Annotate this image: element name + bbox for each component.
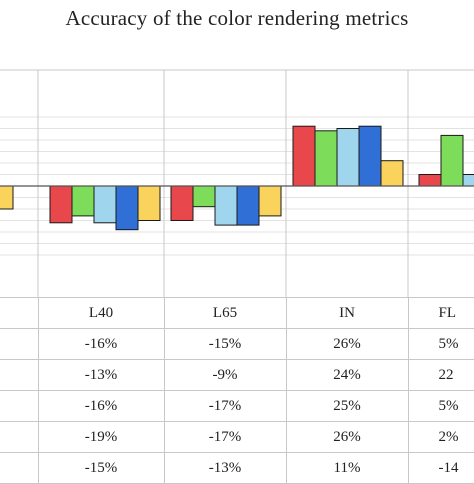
bar: [258, 185, 282, 217]
table-cell: -16%: [37, 390, 164, 422]
table-row: -19% -17% 26% 2%: [0, 421, 474, 453]
table-cell: -19%: [37, 421, 164, 453]
table-cell: -14: [407, 452, 474, 484]
table-header-row: L40 L65 IN FL: [0, 297, 474, 329]
table-cell: [0, 452, 38, 484]
table-row: -16% -17% 25% 5%: [0, 390, 474, 422]
chart-title: Accuracy of the color rendering metrics: [65, 6, 409, 30]
table-row: -15% -13% 11% -14: [0, 452, 474, 484]
table-cell: -15%: [37, 452, 164, 484]
table-row: -16% -15% 26% 5%: [0, 328, 474, 360]
table-cell: -17%: [163, 390, 286, 422]
bar: [192, 185, 216, 208]
table-cell: [0, 328, 38, 360]
bar: [236, 185, 260, 226]
table-cell: L40: [37, 297, 164, 329]
bar: [137, 185, 161, 221]
bar: [314, 130, 338, 187]
bar: [462, 174, 474, 187]
bar: [214, 185, 238, 226]
table-cell: [0, 390, 38, 422]
table-cell: 26%: [285, 328, 408, 360]
bar: [380, 160, 404, 187]
table-cell: 22: [407, 359, 474, 391]
table-cell: 26%: [285, 421, 408, 453]
bar: [440, 134, 464, 187]
bar: [418, 174, 442, 187]
table-cell: -17%: [163, 421, 286, 453]
table-cell: 24%: [285, 359, 408, 391]
table-cell: 25%: [285, 390, 408, 422]
bar: [170, 185, 194, 221]
table-cell: 11%: [285, 452, 408, 484]
bar: [49, 185, 73, 224]
table-cell: 5%: [407, 390, 474, 422]
table-cell: [0, 421, 38, 453]
bar: [115, 185, 139, 231]
data-table: L40 L65 IN FL -16% -15% 26% 5% -13% -9% …: [0, 297, 474, 484]
table-cell: -16%: [37, 328, 164, 360]
table-cell: -15%: [163, 328, 286, 360]
table-cell: FL: [407, 297, 474, 329]
bar: [336, 128, 360, 187]
bar: [93, 185, 117, 224]
table-cell: [0, 359, 38, 391]
table-cell: -13%: [37, 359, 164, 391]
table-cell: -9%: [163, 359, 286, 391]
bar: [358, 125, 382, 187]
table-cell: 2%: [407, 421, 474, 453]
table-cell: [0, 297, 38, 329]
bar-chart: [0, 69, 474, 297]
table-cell: L65: [163, 297, 286, 329]
bar: [292, 125, 316, 187]
bar: [0, 185, 14, 210]
table-cell: 5%: [407, 328, 474, 360]
table-row: -13% -9% 24% 22: [0, 359, 474, 391]
table-cell: -13%: [163, 452, 286, 484]
table-cell: IN: [285, 297, 408, 329]
bar: [71, 185, 95, 217]
